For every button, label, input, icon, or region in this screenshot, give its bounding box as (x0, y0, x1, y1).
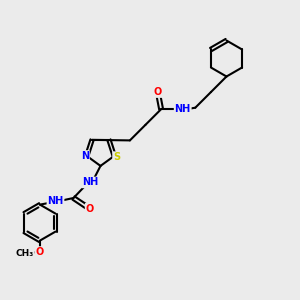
Text: NH: NH (82, 177, 98, 188)
Text: NH: NH (47, 196, 64, 206)
Text: S: S (113, 152, 120, 162)
Text: O: O (154, 87, 162, 97)
Text: O: O (85, 204, 94, 214)
Text: N: N (81, 151, 89, 161)
Text: NH: NH (175, 104, 191, 114)
Text: CH₃: CH₃ (16, 249, 34, 258)
Text: O: O (36, 247, 44, 257)
